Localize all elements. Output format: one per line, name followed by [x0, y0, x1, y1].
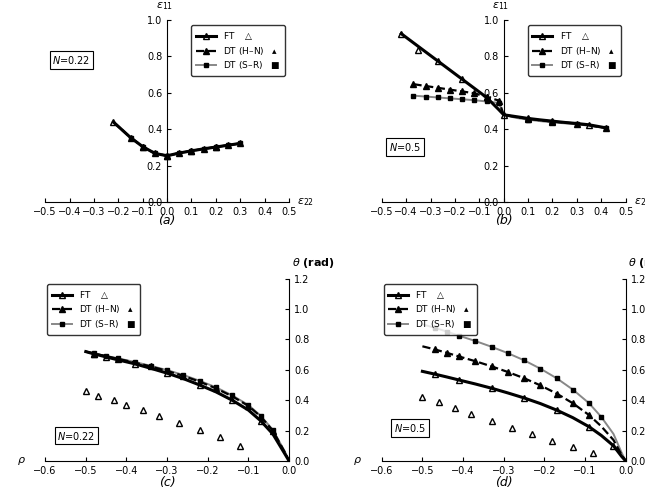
Legend: FT   $\triangle$, DT (H–N)   $\blacktriangle$, DT (S–R)   $\blacksquare$: FT $\triangle$, DT (H–N) $\blacktriangle… [528, 26, 621, 76]
Text: $\theta$ (rad): $\theta$ (rad) [628, 257, 645, 271]
Legend: FT   $\triangle$, DT (H–N)   $\blacktriangle$, DT (S–R)   $\blacksquare$: FT $\triangle$, DT (H–N) $\blacktriangle… [192, 26, 284, 76]
Text: (a): (a) [159, 214, 176, 227]
Text: (b): (b) [495, 214, 513, 227]
Legend: FT   $\triangle$, DT (H–N)   $\blacktriangle$, DT (S–R)   $\blacksquare$: FT $\triangle$, DT (H–N) $\blacktriangle… [384, 284, 477, 335]
Text: (d): (d) [495, 476, 513, 489]
Text: $\rho$: $\rho$ [17, 455, 26, 467]
Text: $N$=0.22: $N$=0.22 [57, 430, 95, 442]
Text: $\theta$ (rad): $\theta$ (rad) [292, 257, 335, 271]
Text: $\varepsilon_{22}$: $\varepsilon_{22}$ [634, 196, 645, 208]
Text: $\varepsilon_{11}$: $\varepsilon_{11}$ [492, 0, 510, 12]
Text: (c): (c) [159, 476, 175, 489]
Text: $\varepsilon_{11}$: $\varepsilon_{11}$ [155, 0, 173, 12]
Text: $N$=0.5: $N$=0.5 [389, 141, 421, 153]
Text: $\varepsilon_{22}$: $\varepsilon_{22}$ [297, 196, 315, 208]
Text: $\rho$: $\rho$ [353, 455, 362, 467]
Text: $N$=0.5: $N$=0.5 [394, 422, 426, 434]
Text: $N$=0.22: $N$=0.22 [52, 54, 90, 66]
Legend: FT   $\triangle$, DT (H–N)   $\blacktriangle$, DT (S–R)   $\blacksquare$: FT $\triangle$, DT (H–N) $\blacktriangle… [47, 284, 141, 335]
